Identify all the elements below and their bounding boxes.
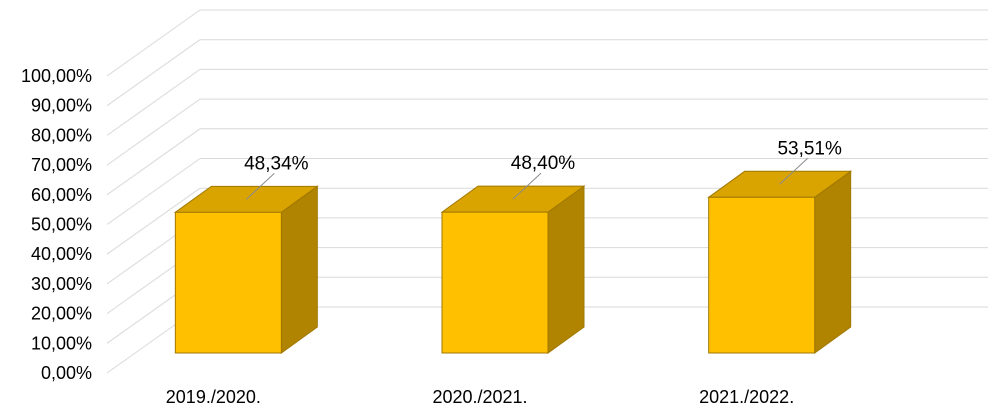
- leader-line: [512, 172, 542, 200]
- gridline-diagonal: [106, 68, 201, 136]
- gridline-diagonal: [106, 128, 201, 196]
- leader-line: [779, 157, 809, 185]
- bar-side: [814, 170, 852, 354]
- gridline-diagonal: [106, 98, 201, 166]
- y-tick-label: 40,00%: [31, 244, 92, 264]
- bar: [174, 211, 282, 354]
- gridline-diagonal: [106, 158, 201, 225]
- y-tick-label: 50,00%: [31, 215, 92, 235]
- x-axis-category-labels: 2019./2020. 2020./2021. 2021./2022.: [166, 387, 794, 407]
- leader-line: [245, 172, 275, 200]
- bar-side: [280, 185, 318, 354]
- gridline-diagonal: [106, 39, 201, 107]
- bar: [441, 211, 549, 354]
- bars-layer: [173, 170, 853, 354]
- x-tick-label: 2020./2021.: [432, 387, 527, 407]
- y-tick-label: 80,00%: [31, 125, 92, 145]
- data-labels-layer: 48,34% 48,40% 53,51%: [244, 138, 842, 200]
- y-axis-tick-labels: 0,00% 10,00% 20,00% 30,00% 40,00% 50,00% 60,00…: [21, 66, 92, 383]
- y-tick-label: 20,00%: [31, 304, 92, 324]
- y-tick-label: 10,00%: [31, 333, 92, 353]
- bar-side: [547, 185, 585, 354]
- data-label: 48,40%: [511, 153, 576, 174]
- data-label: 48,34%: [244, 153, 309, 174]
- gridline-diagonal: [106, 9, 201, 77]
- data-label: 53,51%: [777, 138, 842, 159]
- gridline-diagonal: [106, 187, 201, 255]
- x-tick-label: 2019./2020.: [166, 387, 261, 407]
- y-tick-label: 90,00%: [31, 96, 92, 116]
- y-tick-label: 0,00%: [41, 363, 92, 383]
- y-tick-label: 70,00%: [31, 155, 92, 175]
- grid-layer: [106, 9, 988, 374]
- bar: [708, 196, 816, 354]
- y-tick-label: 100,00%: [21, 66, 92, 86]
- x-tick-label: 2021./2022.: [699, 387, 794, 407]
- y-tick-label: 30,00%: [31, 274, 92, 294]
- y-tick-label: 60,00%: [31, 185, 92, 205]
